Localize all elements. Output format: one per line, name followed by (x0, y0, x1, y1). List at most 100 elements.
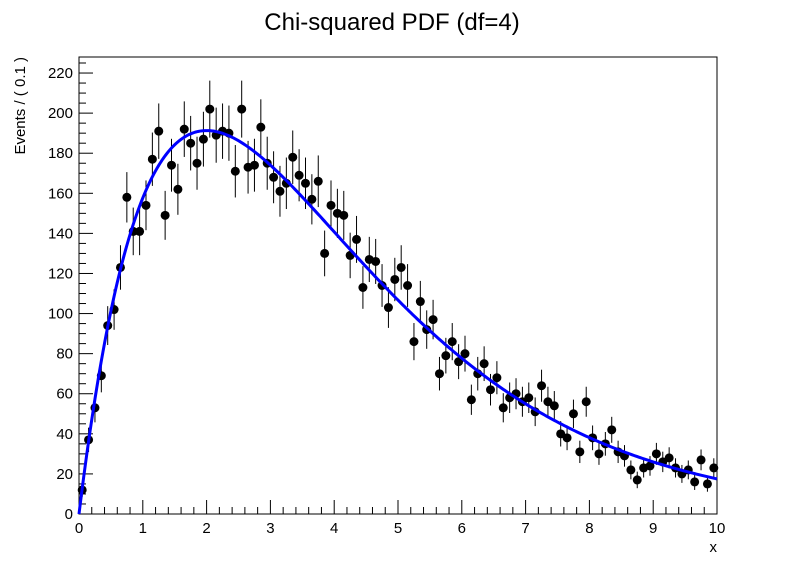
data-point (415, 280, 425, 323)
data-point (696, 449, 706, 471)
data-marker (237, 104, 247, 114)
y-tick-label: 200 (48, 105, 73, 122)
data-marker (275, 186, 285, 196)
data-marker (352, 234, 362, 244)
data-marker (147, 154, 157, 164)
data-marker (664, 453, 674, 463)
data-marker (192, 158, 202, 168)
data-marker (537, 381, 547, 391)
data-marker (568, 409, 578, 419)
data-point (256, 99, 266, 155)
y-tick-label: 80 (56, 346, 73, 363)
data-point (454, 344, 464, 380)
data-marker (498, 403, 508, 413)
y-tick-label: 40 (56, 426, 73, 443)
data-marker (524, 393, 534, 403)
data-marker (198, 134, 208, 144)
data-point (179, 101, 189, 157)
data-point (326, 180, 336, 231)
data-marker (441, 351, 451, 361)
y-tick-label: 140 (48, 225, 73, 242)
data-point (154, 103, 164, 159)
y-tick-label: 100 (48, 306, 73, 323)
x-tick-label: 9 (649, 520, 657, 537)
x-tick-label: 4 (330, 520, 338, 537)
data-marker (300, 178, 310, 188)
data-marker (632, 475, 642, 485)
data-marker (486, 385, 496, 395)
data-marker (358, 283, 368, 293)
data-marker (122, 192, 132, 202)
y-axis: 0 20 40 60 80 100 120 140 160 180 200 220 (48, 62, 93, 523)
data-marker (371, 256, 381, 266)
data-marker (179, 124, 189, 134)
x-tick-label: 7 (521, 520, 529, 537)
data-marker (409, 337, 419, 347)
data-point (237, 80, 247, 138)
data-points (77, 80, 719, 497)
data-point (390, 257, 400, 302)
data-marker (549, 401, 559, 411)
data-marker (690, 477, 700, 487)
data-point (632, 471, 642, 489)
x-tick-label: 2 (202, 520, 210, 537)
data-point (690, 473, 700, 490)
data-point (192, 136, 202, 190)
data-marker (230, 166, 240, 176)
chart-title: Chi-squared PDF (df=4) (264, 9, 519, 36)
data-marker (607, 425, 617, 435)
data-marker (696, 455, 706, 465)
data-marker (396, 262, 406, 272)
data-marker (160, 210, 170, 220)
x-tick-label: 6 (458, 520, 466, 537)
data-marker (167, 160, 177, 170)
x-tick-label: 3 (266, 520, 274, 537)
data-point (211, 107, 221, 163)
data-marker (460, 349, 470, 359)
data-point (594, 442, 604, 465)
data-marker (205, 104, 215, 114)
data-point (664, 447, 674, 469)
data-point (288, 130, 298, 184)
data-marker (307, 194, 317, 204)
data-marker (466, 395, 476, 405)
data-marker (269, 172, 279, 182)
y-tick-label: 120 (48, 265, 73, 282)
y-tick-label: 180 (48, 145, 73, 162)
data-marker (186, 138, 196, 148)
data-marker (141, 200, 151, 210)
data-point (409, 323, 419, 361)
data-point (460, 335, 470, 372)
data-marker (594, 449, 604, 459)
data-marker (434, 369, 444, 379)
data-point (562, 425, 572, 451)
data-marker (702, 479, 712, 489)
data-point (447, 323, 457, 361)
data-marker (154, 126, 164, 136)
data-point (524, 382, 534, 414)
data-marker (403, 281, 413, 290)
data-marker (320, 248, 330, 258)
data-marker (256, 122, 266, 132)
data-marker (709, 463, 719, 473)
y-tick-label: 220 (48, 65, 73, 82)
y-axis-label: Events / ( 0.1 ) (12, 57, 29, 155)
data-point (568, 399, 578, 428)
data-point (313, 155, 323, 208)
data-point (383, 287, 393, 328)
data-marker (415, 297, 425, 307)
x-tick-label: 8 (585, 520, 593, 537)
x-tick-label: 10 (709, 520, 726, 537)
data-marker (575, 447, 585, 457)
y-tick-label: 160 (48, 185, 73, 202)
x-tick-label: 1 (139, 520, 147, 537)
x-tick-label: 5 (394, 520, 402, 537)
data-point (575, 440, 585, 464)
data-marker (339, 210, 349, 220)
data-marker (626, 465, 636, 475)
data-marker (249, 160, 259, 170)
data-point (307, 174, 317, 225)
data-marker (326, 200, 336, 210)
data-point (543, 386, 553, 417)
